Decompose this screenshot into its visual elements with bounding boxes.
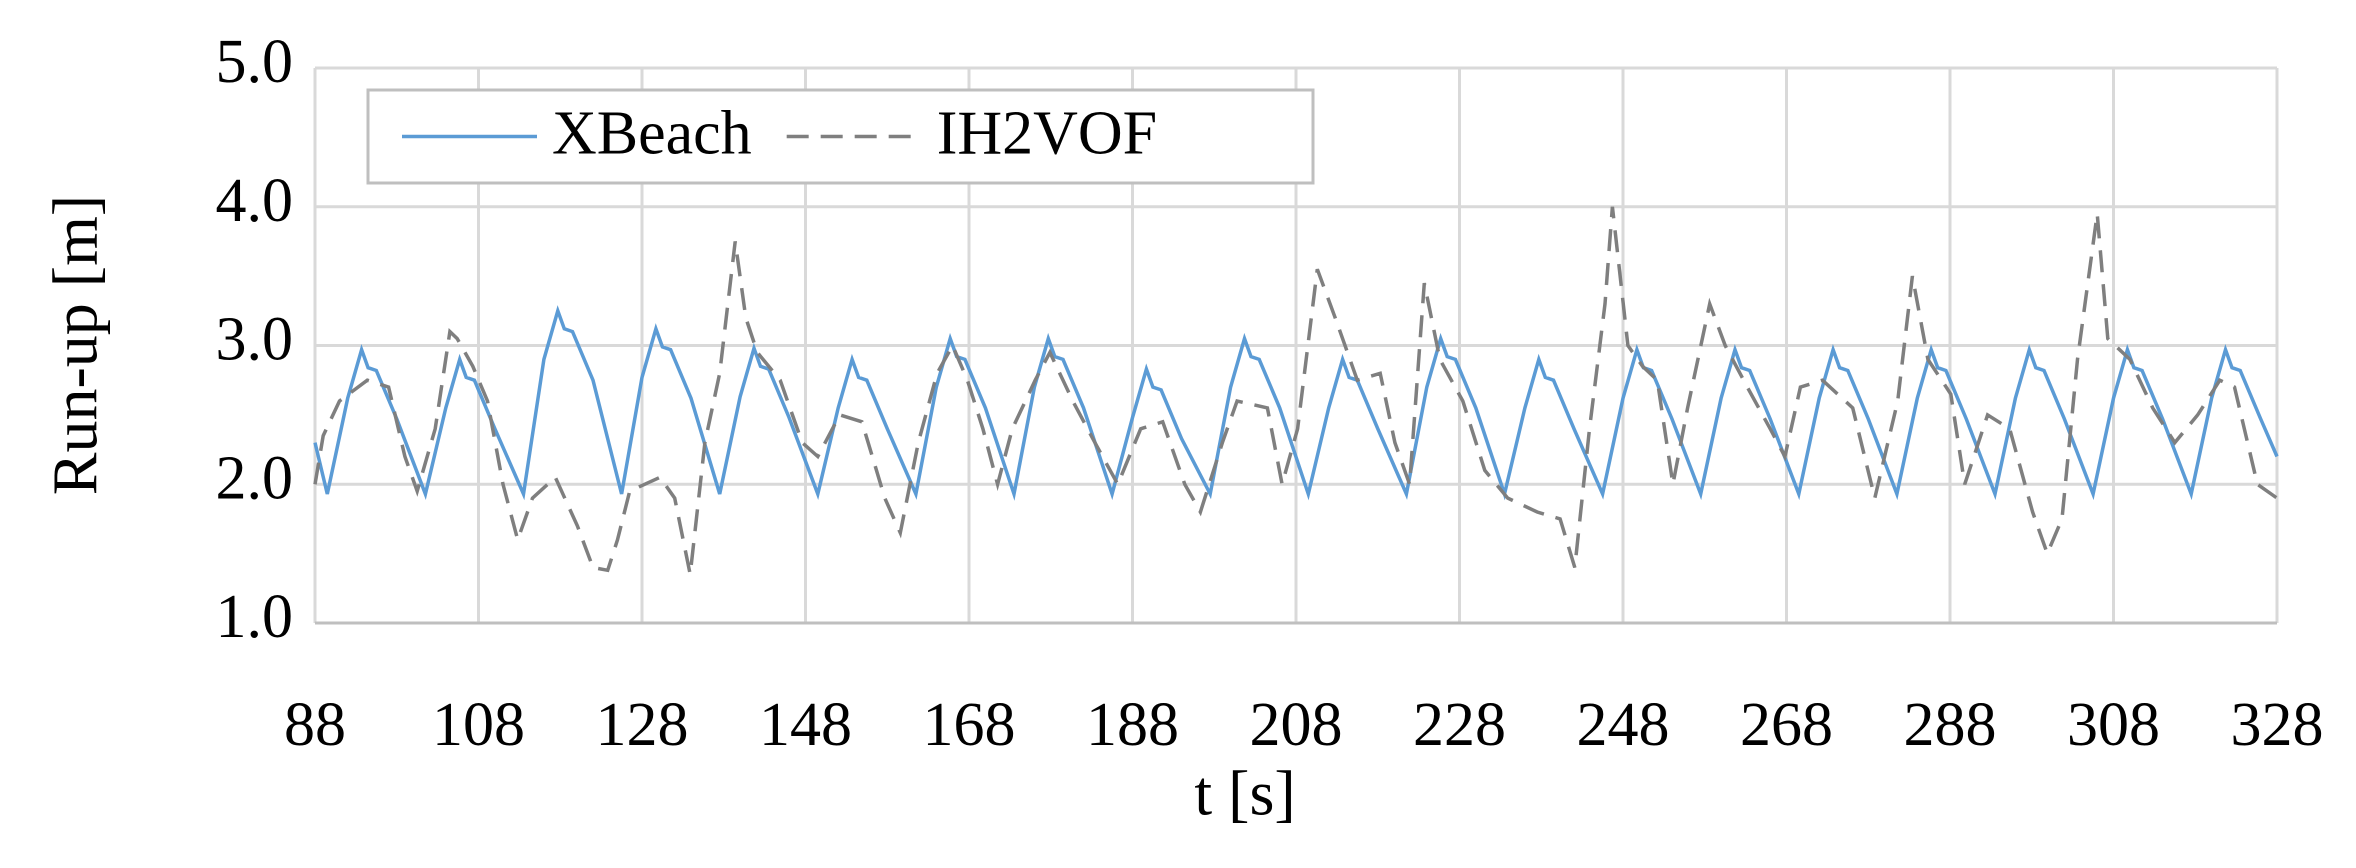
legend: XBeach IH2VOF (366, 88, 1315, 185)
x-tick-label: 188 (1086, 691, 1179, 759)
series-line (313, 206, 2279, 575)
x-tick-label: 148 (759, 691, 852, 759)
y-tick-label: 5.0 (216, 28, 294, 96)
x-tick-label: 248 (1577, 691, 1670, 759)
x-tick-label: 308 (2067, 691, 2160, 759)
x-tick-label: 88 (284, 691, 346, 759)
x-tick-label: 268 (1740, 691, 1833, 759)
series-line (313, 305, 2279, 501)
y-axis-label: Run-up [m] (40, 195, 111, 495)
x-tick-label: 108 (432, 691, 525, 759)
x-tick-label: 288 (1904, 691, 1997, 759)
x-tick-label: 228 (1413, 691, 1506, 759)
x-tick-label: 208 (1250, 691, 1343, 759)
legend-label: XBeach (552, 100, 752, 168)
x-tick-label: 168 (923, 691, 1016, 759)
x-axis-label: t [s] (1194, 758, 1295, 829)
x-tick-label: 128 (596, 691, 689, 759)
y-tick-label: 2.0 (216, 444, 294, 512)
x-tick-label: 328 (2231, 691, 2324, 759)
y-tick-label: 1.0 (216, 583, 294, 651)
y-tick-label: 4.0 (216, 167, 294, 235)
legend-label: IH2VOF (937, 100, 1157, 168)
y-tick-label: 3.0 (216, 306, 294, 374)
